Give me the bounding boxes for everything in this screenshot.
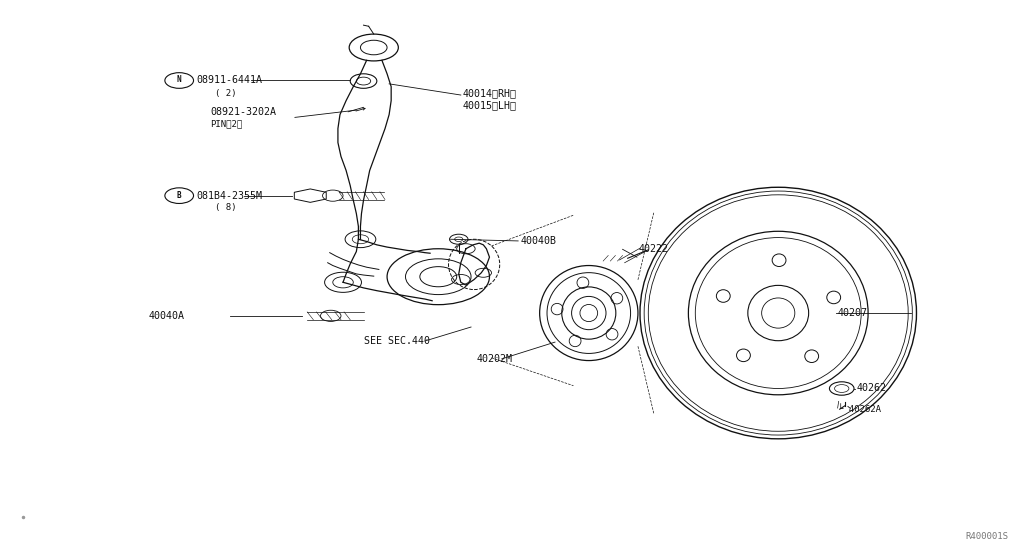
Text: └ 40262A: └ 40262A [838,405,881,414]
Text: SEE SEC.440: SEE SEC.440 [364,336,429,346]
Text: ( 8): ( 8) [215,203,237,212]
Text: 40202M: 40202M [476,354,512,364]
Text: 40040A: 40040A [148,311,184,321]
Text: 40014〈RH〉: 40014〈RH〉 [463,88,517,98]
Text: 40262: 40262 [856,383,886,393]
Text: 40207: 40207 [838,308,867,318]
Text: 08911-6441A: 08911-6441A [197,75,262,86]
Text: 40222: 40222 [639,244,669,254]
Text: PIN（2）: PIN（2） [210,120,242,129]
Text: B: B [177,191,181,200]
Text: 40040B: 40040B [520,236,556,246]
Text: 08921-3202A: 08921-3202A [210,107,275,117]
Text: N: N [177,75,181,84]
Text: 40015〈LH〉: 40015〈LH〉 [463,100,517,110]
Text: 081B4-2355M: 081B4-2355M [197,191,262,201]
Text: R400001S: R400001S [966,532,1009,541]
Text: ( 2): ( 2) [215,89,237,98]
